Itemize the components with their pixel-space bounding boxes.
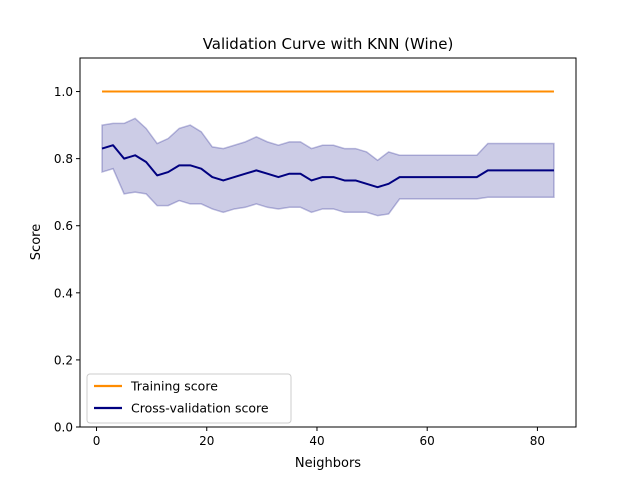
legend: Training score Cross-validation score [86,373,292,424]
x-tick-label: 0 [93,434,101,448]
band-layer [101,117,555,217]
plot-area: 0 20 40 60 80 0.0 0.2 0.4 0.6 0.8 1.0 [54,57,577,448]
y-tick-label: 0.8 [54,152,73,166]
legend-label-cross-validation: Cross-validation score [131,401,269,416]
chart-title: Validation Curve with KNN (Wine) [203,35,454,53]
confidence-band-series-1 [101,117,555,217]
x-tick-label: 40 [309,434,324,448]
series-line-1 [101,144,554,189]
x-axis-ticks: 0 20 40 60 80 [93,427,545,448]
legend-label-training: Training score [130,379,218,394]
line-layer [101,90,554,189]
axes-background [80,58,576,427]
x-axis-label: Neighbors [295,456,361,471]
y-axis-label: Score [29,224,44,260]
y-tick-label: 0.0 [54,421,73,435]
y-axis-ticks: 0.0 0.2 0.4 0.6 0.8 1.0 [54,85,80,435]
y-tick-label: 0.6 [54,219,73,233]
y-tick-label: 1.0 [54,85,73,99]
x-tick-label: 80 [530,434,545,448]
x-tick-label: 60 [420,434,435,448]
legend-box [86,373,292,424]
x-tick-label: 20 [199,434,214,448]
y-tick-label: 0.4 [54,286,73,300]
y-tick-label: 0.2 [54,353,73,367]
axes-frame [79,57,577,428]
